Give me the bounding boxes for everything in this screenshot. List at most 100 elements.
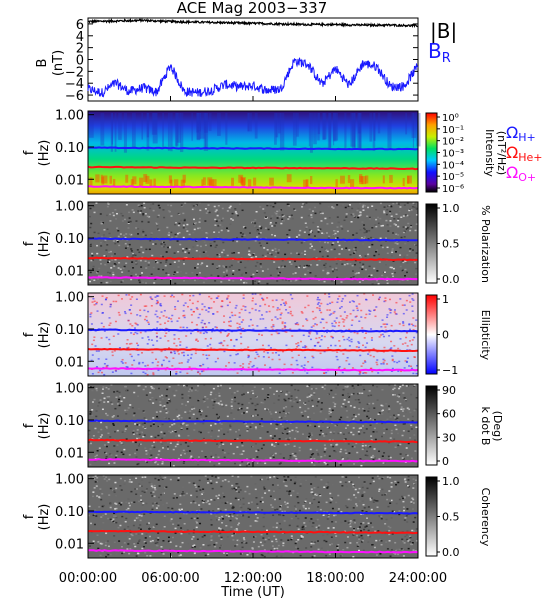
noise-pixel	[395, 502, 398, 505]
ellipticity-pixel	[412, 324, 415, 327]
noise-pixel	[114, 502, 117, 505]
noise-pixel	[316, 452, 319, 455]
noise-pixel	[119, 268, 122, 270]
noise-pixel	[115, 503, 118, 505]
noise-pixel	[323, 454, 326, 457]
noise-pixel	[93, 523, 96, 526]
noise-pixel	[291, 429, 294, 432]
noise-pixel	[354, 399, 357, 401]
ellipticity-pixel	[170, 318, 173, 320]
intensity-streak	[351, 113, 356, 150]
noise-pixel	[402, 555, 405, 557]
noise-pixel	[135, 260, 138, 262]
noise-pixel	[157, 222, 160, 225]
noise-pixel	[362, 209, 365, 211]
noise-pixel	[149, 207, 152, 210]
ellipticity-pixel	[189, 357, 192, 359]
noise-pixel	[370, 439, 373, 441]
noise-pixel	[124, 409, 127, 412]
noise-pixel	[236, 529, 239, 531]
noise-pixel	[217, 225, 220, 227]
ellipticity-pixel	[319, 345, 322, 347]
noise-pixel	[259, 423, 262, 425]
ellipticity-pixel	[130, 372, 133, 375]
noise-pixel	[329, 497, 332, 500]
ellipticity-pixel	[295, 323, 298, 326]
intensity-streak	[296, 113, 299, 137]
noise-pixel	[271, 540, 274, 543]
ellipticity-pixel	[285, 344, 288, 347]
noise-pixel	[257, 545, 260, 548]
noise-pixel	[242, 393, 245, 395]
ytick-label-ellipticity-0: 1.00	[55, 291, 84, 306]
noise-pixel	[176, 240, 179, 242]
noise-pixel	[88, 433, 91, 436]
intensity-streak	[118, 113, 122, 140]
ellipticity-pixel	[316, 333, 319, 335]
noise-pixel	[229, 424, 232, 426]
noise-pixel	[263, 212, 266, 214]
noise-pixel	[162, 255, 165, 258]
ellipticity-pixel	[297, 354, 300, 357]
noise-pixel	[245, 272, 248, 274]
noise-pixel	[296, 525, 299, 527]
ellipticity-pixel	[339, 307, 342, 309]
noise-pixel	[239, 553, 242, 555]
noise-pixel	[358, 281, 361, 283]
ellipticity-pixel	[390, 340, 393, 343]
intensity-streak	[357, 113, 361, 134]
noise-pixel	[222, 518, 225, 520]
noise-pixel	[342, 548, 345, 551]
ellipticity-pixel	[312, 318, 315, 320]
noise-pixel	[369, 424, 372, 427]
intensity-spot	[89, 177, 93, 186]
intensity-streak	[114, 113, 117, 152]
noise-pixel	[96, 477, 99, 479]
noise-pixel	[141, 504, 144, 506]
ellipticity-pixel	[112, 300, 115, 303]
noise-pixel	[100, 434, 103, 436]
noise-pixel	[180, 527, 183, 529]
ellipticity-pixel	[189, 332, 192, 335]
noise-pixel	[300, 435, 303, 437]
noise-pixel	[411, 508, 414, 510]
noise-pixel	[192, 246, 195, 248]
noise-pixel	[144, 213, 147, 215]
noise-pixel	[116, 422, 119, 425]
noise-pixel	[180, 407, 183, 409]
noise-pixel	[352, 392, 355, 395]
noise-pixel	[372, 503, 375, 505]
noise-pixel	[119, 485, 122, 487]
noise-pixel	[258, 427, 261, 429]
ellipticity-pixel	[386, 316, 389, 318]
noise-pixel	[236, 483, 239, 485]
noise-pixel	[278, 249, 281, 251]
ellipticity-pixel	[242, 297, 245, 299]
noise-pixel	[116, 444, 119, 446]
noise-pixel	[147, 221, 150, 223]
ellipticity-pixel	[280, 303, 283, 306]
noise-pixel	[314, 425, 317, 428]
intensity-streak	[292, 113, 297, 146]
noise-pixel	[127, 507, 130, 510]
ellipticity-pixel	[185, 346, 188, 349]
noise-pixel	[365, 428, 368, 430]
noise-pixel	[307, 416, 310, 418]
ellipticity-pixel	[236, 353, 239, 355]
noise-pixel	[162, 553, 165, 555]
noise-pixel	[246, 430, 249, 432]
noise-pixel	[103, 255, 106, 257]
noise-pixel	[390, 481, 393, 484]
noise-pixel	[89, 243, 92, 246]
noise-pixel	[124, 428, 127, 430]
ellipticity-pixel	[340, 305, 343, 308]
noise-pixel	[400, 548, 403, 550]
noise-pixel	[236, 437, 239, 440]
noise-pixel	[326, 426, 329, 429]
noise-pixel	[195, 490, 198, 492]
noise-pixel	[127, 221, 130, 224]
ellipticity-pixel	[201, 308, 204, 311]
colorbar-intensity	[425, 112, 438, 193]
noise-pixel	[280, 555, 283, 557]
ellipticity-pixel	[239, 332, 242, 335]
